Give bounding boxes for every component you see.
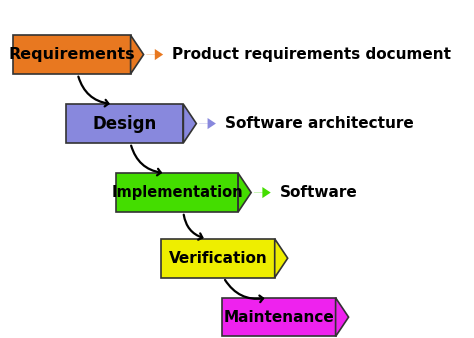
Polygon shape — [238, 173, 251, 212]
Polygon shape — [275, 239, 288, 277]
Polygon shape — [183, 104, 196, 143]
FancyBboxPatch shape — [222, 298, 336, 336]
Text: Software architecture: Software architecture — [225, 116, 413, 131]
Text: Maintenance: Maintenance — [223, 310, 334, 324]
Text: Verification: Verification — [168, 251, 267, 266]
Text: Requirements: Requirements — [9, 47, 135, 62]
Text: Design: Design — [92, 115, 156, 132]
Polygon shape — [336, 298, 348, 336]
Text: Software: Software — [280, 185, 357, 200]
Text: Implementation: Implementation — [111, 185, 243, 200]
FancyBboxPatch shape — [117, 173, 238, 212]
FancyBboxPatch shape — [65, 104, 183, 143]
FancyBboxPatch shape — [13, 35, 131, 74]
Text: Product requirements document: Product requirements document — [172, 47, 451, 62]
Polygon shape — [131, 35, 144, 74]
FancyBboxPatch shape — [161, 239, 275, 277]
